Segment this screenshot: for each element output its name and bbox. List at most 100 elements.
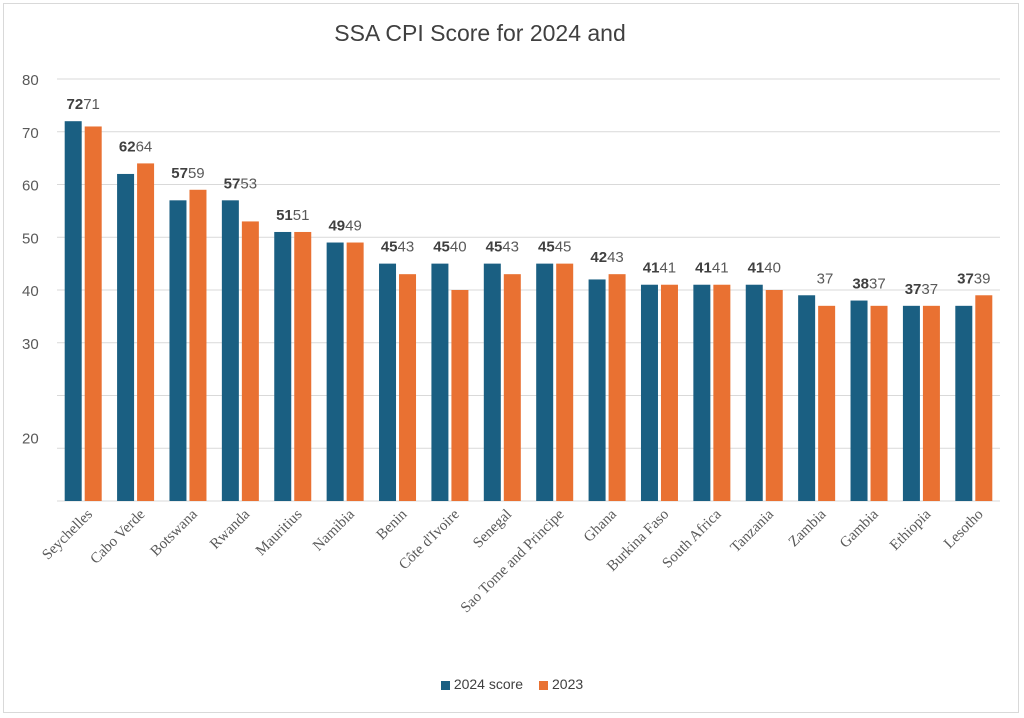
legend-item-2023[interactable]: 2023 bbox=[539, 676, 583, 692]
bar-2024 bbox=[693, 284, 711, 501]
bar-2024 bbox=[169, 200, 187, 501]
legend-label-2024: 2024 score bbox=[453, 676, 524, 692]
data-label-2024: 49 bbox=[328, 218, 345, 235]
chart-frame bbox=[3, 3, 1019, 713]
y-tick-label: 30 bbox=[22, 336, 39, 353]
x-tick-label: Sao Tome and Principe bbox=[458, 506, 568, 616]
data-label-2024: 41 bbox=[643, 260, 660, 277]
bar-2024 bbox=[117, 173, 135, 501]
data-label-2024: 38 bbox=[852, 276, 869, 293]
x-tick-label: Ghana bbox=[581, 506, 620, 545]
data-label-2024: 51 bbox=[276, 207, 293, 224]
data-label-2023: 40 bbox=[450, 239, 467, 256]
bar-2023 bbox=[241, 221, 259, 502]
x-tick-label: Gambia bbox=[837, 506, 882, 551]
x-tick-label: Botswana bbox=[148, 506, 201, 559]
bar-2023 bbox=[975, 295, 993, 501]
y-tick-label: 80 bbox=[22, 72, 39, 89]
bar-2023 bbox=[818, 305, 836, 501]
bar-2024 bbox=[536, 263, 554, 501]
data-label-2023: 43 bbox=[502, 239, 519, 256]
legend-label-2023: 2023 bbox=[552, 676, 584, 692]
y-tick-label: 20 bbox=[22, 431, 39, 448]
x-tick-label: Mauritius bbox=[253, 506, 306, 559]
data-label-2024: 45 bbox=[486, 239, 503, 256]
x-tick-label: Cabo Verde bbox=[88, 506, 149, 567]
data-label-2023: 45 bbox=[555, 239, 572, 256]
bar-2023 bbox=[922, 305, 940, 501]
y-tick-label: 40 bbox=[22, 283, 39, 300]
data-label-2023: 39 bbox=[974, 270, 991, 287]
data-label-2023: 64 bbox=[136, 138, 153, 155]
bar-2024 bbox=[326, 242, 344, 501]
data-label-2024: 41 bbox=[748, 260, 765, 277]
data-label-2024: 41 bbox=[695, 260, 712, 277]
legend-item-2024[interactable]: 2024 score bbox=[440, 676, 524, 692]
bar-2024 bbox=[274, 231, 292, 501]
data-label-2023: 43 bbox=[398, 239, 415, 256]
bar-2023 bbox=[870, 305, 888, 501]
legend: 2024 score 2023 bbox=[0, 676, 1024, 692]
data-label-2024: 72 bbox=[67, 96, 84, 113]
data-label-2024: 62 bbox=[119, 138, 136, 155]
data-label-2023: 51 bbox=[293, 207, 310, 224]
x-tick-label: Senegal bbox=[470, 507, 515, 552]
y-tick-label: 70 bbox=[22, 125, 39, 142]
data-label-2023: 43 bbox=[607, 249, 624, 266]
x-tick-label: Tanzania bbox=[728, 506, 778, 556]
x-tick-label: Namibia bbox=[310, 506, 358, 554]
data-label-2024: 45 bbox=[538, 239, 555, 256]
bar-2023 bbox=[660, 284, 678, 501]
x-tick-label: Ethiopia bbox=[887, 506, 934, 553]
data-label-2023: 37 bbox=[921, 281, 938, 298]
bar-2023 bbox=[503, 274, 521, 501]
bar-2024 bbox=[902, 305, 920, 501]
x-tick-label: Rwanda bbox=[207, 506, 253, 552]
data-label-2023: 41 bbox=[712, 260, 729, 277]
data-label-2023: 37 bbox=[817, 270, 834, 287]
bar-2023 bbox=[189, 189, 207, 501]
bar-2023 bbox=[451, 290, 469, 501]
bar-2023 bbox=[294, 231, 312, 501]
bar-2024 bbox=[745, 284, 763, 501]
bar-2023 bbox=[608, 274, 626, 501]
bar-2024 bbox=[850, 300, 868, 501]
legend-swatch-2024 bbox=[440, 680, 450, 690]
bar-2023 bbox=[556, 263, 574, 501]
bar-2023 bbox=[84, 126, 102, 501]
bar-2023 bbox=[765, 290, 783, 501]
bar-2024 bbox=[431, 263, 449, 501]
y-tick-label: 60 bbox=[22, 178, 39, 195]
bar-2023 bbox=[399, 274, 417, 501]
data-label-2023: 59 bbox=[188, 165, 205, 182]
data-label-2024: 37 bbox=[905, 281, 922, 298]
bar-2024 bbox=[798, 295, 816, 501]
bar-2024 bbox=[955, 305, 973, 501]
bar-2024 bbox=[379, 263, 397, 501]
bar-2023 bbox=[137, 163, 155, 501]
bar-2024 bbox=[64, 121, 82, 501]
bar-2024 bbox=[588, 279, 606, 501]
bar-2023 bbox=[346, 242, 364, 501]
data-label-2023: 40 bbox=[764, 260, 781, 277]
data-label-2023: 49 bbox=[345, 218, 362, 235]
data-label-2024: 37 bbox=[957, 270, 974, 287]
data-label-2023: 41 bbox=[659, 260, 676, 277]
data-label-2023: 37 bbox=[869, 276, 886, 293]
x-tick-label: Benin bbox=[374, 506, 411, 543]
x-tick-label: Zambia bbox=[786, 506, 830, 550]
data-label-2023: 53 bbox=[240, 175, 257, 192]
bar-2024 bbox=[640, 284, 658, 501]
x-tick-label: Lesotho bbox=[941, 507, 986, 552]
data-label-2024: 42 bbox=[590, 249, 607, 266]
legend-swatch-2023 bbox=[539, 680, 548, 690]
data-label-2024: 57 bbox=[171, 165, 188, 182]
bar-2024 bbox=[221, 200, 239, 501]
chart-title: SSA CPI Score for 2024 and bbox=[334, 20, 626, 46]
bar-2024 bbox=[483, 263, 501, 501]
y-tick-label: 50 bbox=[22, 230, 39, 247]
data-label-2024: 45 bbox=[433, 239, 450, 256]
bar-2023 bbox=[713, 284, 731, 501]
data-label-2024: 57 bbox=[224, 175, 241, 192]
